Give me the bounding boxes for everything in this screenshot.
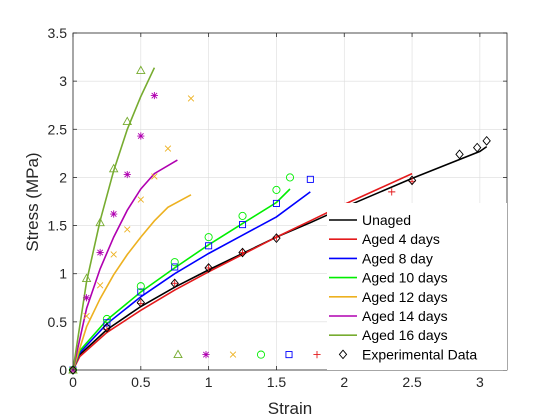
series-line-aged-12-days <box>72 194 192 371</box>
data-point-aged-16-days <box>122 116 133 126</box>
data-point-aged-10-days <box>238 211 247 220</box>
legend-key-square-icon <box>285 351 293 359</box>
y-axis-title: Stress (MPa) <box>23 152 42 251</box>
data-point-aged-8-day <box>137 288 145 296</box>
data-point-aged-8-day <box>306 175 314 183</box>
legend-label: Aged 10 days <box>362 270 448 286</box>
data-point-aged-16-days <box>95 217 105 227</box>
data-point-aged-8-day <box>205 242 213 250</box>
data-point-experimental-data <box>482 135 491 146</box>
data-point-aged-4-days <box>171 279 179 287</box>
data-point-experimental-data <box>407 175 417 186</box>
legend-key-plus-icon <box>313 351 321 359</box>
x-tick-label: 0.5 <box>131 374 151 390</box>
plot-area-frame <box>72 32 508 371</box>
data-point-experimental-data <box>136 297 146 308</box>
data-point-aged-8-day <box>103 319 111 327</box>
data-point-aged-8-day <box>171 263 179 271</box>
data-point-aged-14-days <box>82 294 91 302</box>
data-point-aged-16-days <box>81 273 92 282</box>
series-line-aged-10-days <box>72 188 291 371</box>
y-tick-label: 2.5 <box>48 121 68 137</box>
x-axis-title: Strain <box>268 399 312 418</box>
y-tick-label: 3 <box>59 73 67 89</box>
data-point-aged-16-days <box>136 65 146 75</box>
data-point-aged-8-day <box>239 221 247 229</box>
data-point-aged-12-days <box>187 95 195 102</box>
legend-label: Aged 8 day <box>362 250 433 266</box>
legend-label: Unaged <box>362 212 411 228</box>
grid-lines <box>72 32 507 371</box>
legend-label: Aged 4 days <box>362 231 440 247</box>
data-point-aged-14-days <box>110 210 118 218</box>
data-point-aged-8-day <box>272 199 280 207</box>
legend: Unaged Aged 4 days Aged 8 day Aged 10 days A… <box>173 203 507 370</box>
data-point-aged-4-days <box>205 264 213 272</box>
data-point-aged-4-days <box>238 248 247 257</box>
data-point-aged-10-days <box>136 282 145 291</box>
data-point-aged-12-days <box>83 312 90 320</box>
x-tick-label: 3 <box>476 374 484 390</box>
legend-label: Aged 12 days <box>362 289 448 305</box>
y-tick-label: 0 <box>59 362 67 378</box>
legend-key-x-icon <box>229 351 237 358</box>
y-tick-label: 0.5 <box>48 314 68 330</box>
x-tick-label: 2.5 <box>402 374 422 390</box>
data-point-aged-4-days <box>388 188 396 196</box>
legend-samples <box>329 219 357 360</box>
legend-label: Aged 16 days <box>362 327 448 343</box>
x-axis-ticks: 0 0.5 1 1.5 2 2.5 3 <box>69 33 484 390</box>
data-point-aged-14-days <box>150 91 158 100</box>
data-point-aged-12-days <box>124 226 131 233</box>
y-axis-ticks: 0 0.5 1 1.5 2 2.5 3 3.5 <box>48 25 507 378</box>
legend-marker-sample <box>338 349 348 360</box>
legend-label: Aged 14 days <box>362 308 448 324</box>
data-point-experimental-data <box>472 142 482 153</box>
data-point-experimental-data <box>272 233 281 243</box>
data-point-aged-12-days <box>151 173 158 180</box>
data-point-experimental-data <box>204 263 213 273</box>
data-point-aged-12-days <box>164 145 172 152</box>
legend-marker-key <box>173 349 321 359</box>
y-tick-label: 2 <box>59 169 67 185</box>
data-point-aged-10-days <box>285 173 295 182</box>
x-tick-label: 1 <box>205 374 213 390</box>
data-point-experimental-data <box>238 247 247 258</box>
data-point-aged-10-days <box>272 185 281 194</box>
data-point-aged-14-days <box>96 248 104 257</box>
x-tick-label: 1.5 <box>267 374 287 390</box>
data-point-experimental-data <box>455 149 464 160</box>
series-line-aged-4-days <box>72 172 413 371</box>
data-point-aged-16-days <box>68 364 78 374</box>
y-tick-label: 1 <box>59 266 67 282</box>
series-line-aged-14-days <box>72 159 178 371</box>
x-tick-label: 2 <box>340 374 348 390</box>
x-tick-label: 0 <box>69 374 77 390</box>
data-point-aged-10-days <box>102 314 111 324</box>
data-point-aged-10-days <box>204 233 213 242</box>
data-point-experimental-data <box>170 278 179 289</box>
data-point-aged-14-days <box>137 132 145 140</box>
legend-label: Experimental Data <box>362 346 477 362</box>
data-point-experimental-data <box>102 322 112 333</box>
data-point-aged-14-days <box>123 170 131 179</box>
legend-key-triangle-icon <box>173 349 183 359</box>
data-point-aged-16-days <box>108 163 119 173</box>
y-tick-label: 1.5 <box>48 218 68 234</box>
data-point-aged-12-days <box>110 251 117 258</box>
series-line-aged-8-day <box>72 191 311 371</box>
legend-key-circle-icon <box>256 350 266 359</box>
data-point-experimental-data <box>68 365 78 375</box>
y-tick-label: 3.5 <box>48 25 68 41</box>
data-markers <box>68 65 491 375</box>
data-point-aged-12-days <box>96 282 104 289</box>
legend-labels: Unaged Aged 4 days Aged 8 day Aged 10 days A… <box>362 212 477 362</box>
legend-key-asterisk-icon <box>202 351 210 359</box>
data-point-aged-10-days <box>170 258 179 267</box>
data-point-aged-12-days <box>137 196 145 203</box>
legend-box <box>327 203 507 370</box>
